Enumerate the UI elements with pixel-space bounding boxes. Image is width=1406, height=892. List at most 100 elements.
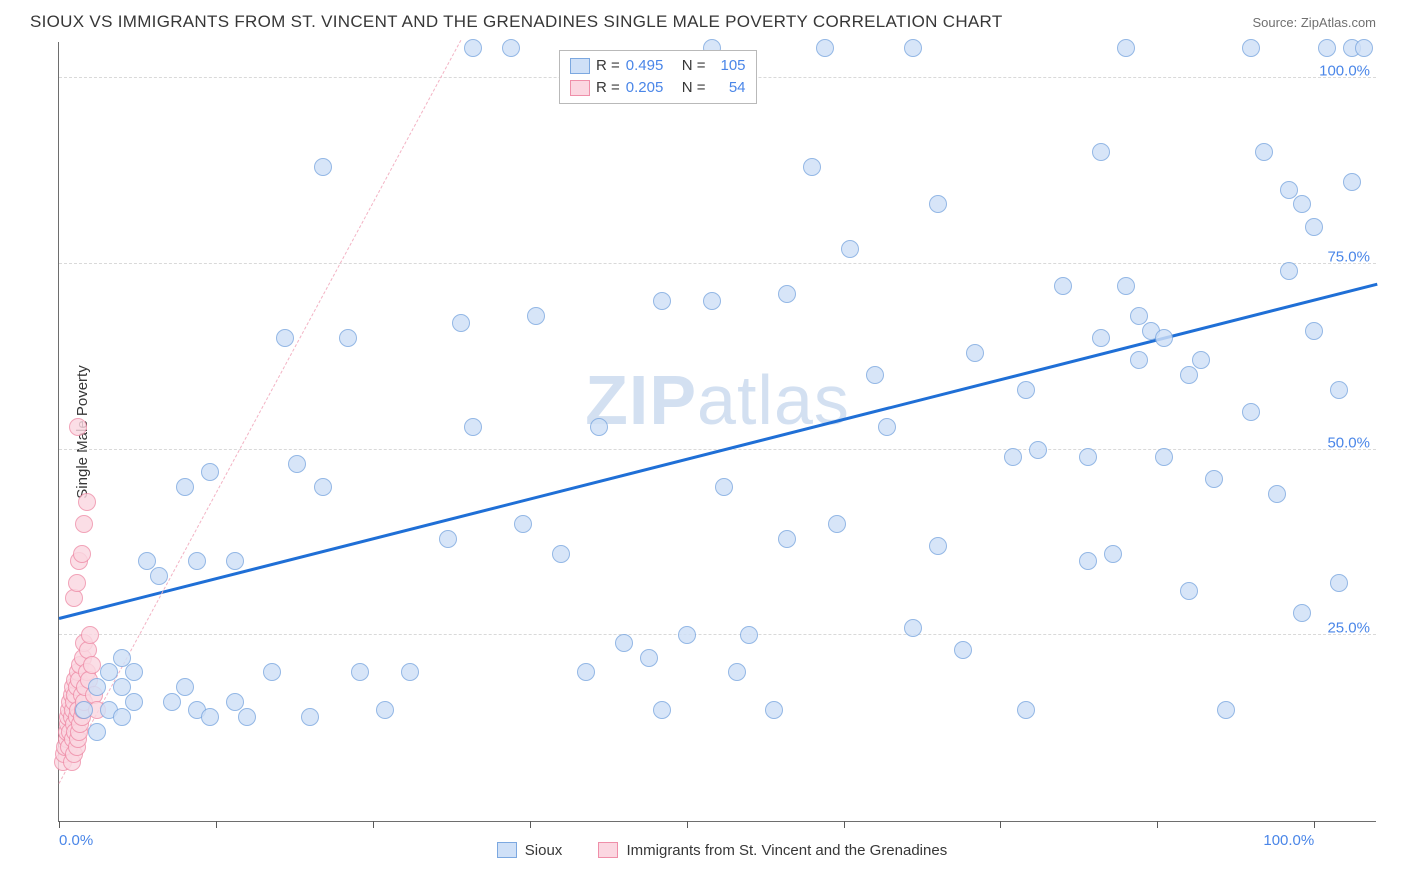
scatter-point <box>841 240 859 258</box>
scatter-point <box>68 574 86 592</box>
scatter-point <box>401 663 419 681</box>
scatter-point <box>176 678 194 696</box>
scatter-point <box>75 515 93 533</box>
scatter-point <box>464 39 482 57</box>
scatter-point <box>640 649 658 667</box>
scatter-point <box>226 693 244 711</box>
scatter-point <box>715 478 733 496</box>
chart-container: Single Male Poverty ZIPatlas R = 0.495 N… <box>58 42 1386 822</box>
scatter-point <box>88 723 106 741</box>
scatter-point <box>1355 39 1373 57</box>
y-tick-label: 75.0% <box>1327 248 1370 265</box>
scatter-point <box>1117 277 1135 295</box>
scatter-point <box>351 663 369 681</box>
y-tick-label: 25.0% <box>1327 620 1370 637</box>
scatter-point <box>929 195 947 213</box>
n-value-1: 105 <box>712 55 746 77</box>
scatter-point <box>163 693 181 711</box>
scatter-point <box>527 307 545 325</box>
scatter-point <box>263 663 281 681</box>
scatter-point <box>966 344 984 362</box>
scatter-point <box>502 39 520 57</box>
scatter-point <box>904 39 922 57</box>
scatter-point <box>81 626 99 644</box>
r-value-1: 0.495 <box>626 55 676 77</box>
scatter-point <box>288 455 306 473</box>
x-tick <box>216 821 217 828</box>
scatter-point <box>439 530 457 548</box>
scatter-point <box>113 708 131 726</box>
scatter-point <box>88 678 106 696</box>
scatter-point <box>929 537 947 555</box>
scatter-point <box>1130 351 1148 369</box>
scatter-point <box>176 478 194 496</box>
scatter-point <box>113 678 131 696</box>
scatter-point <box>100 663 118 681</box>
title-bar: SIOUX VS IMMIGRANTS FROM ST. VINCENT AND… <box>0 0 1406 36</box>
scatter-point <box>1079 552 1097 570</box>
stats-legend: R = 0.495 N = 105 R = 0.205 N = 54 <box>559 50 757 104</box>
scatter-point <box>1004 448 1022 466</box>
scatter-point <box>728 663 746 681</box>
scatter-point <box>803 158 821 176</box>
scatter-point <box>1192 351 1210 369</box>
scatter-point <box>125 693 143 711</box>
x-tick <box>1314 821 1315 828</box>
scatter-point <box>376 701 394 719</box>
scatter-point <box>238 708 256 726</box>
swatch-series2 <box>570 80 590 96</box>
scatter-point <box>615 634 633 652</box>
scatter-point <box>904 619 922 637</box>
scatter-point <box>201 463 219 481</box>
scatter-point <box>1092 329 1110 347</box>
scatter-point <box>188 552 206 570</box>
scatter-point <box>816 39 834 57</box>
scatter-point <box>1330 574 1348 592</box>
x-tick <box>1157 821 1158 828</box>
scatter-point <box>113 649 131 667</box>
scatter-point <box>778 530 796 548</box>
legend-label-1: Sioux <box>525 842 563 859</box>
scatter-point <box>1242 39 1260 57</box>
scatter-point <box>828 515 846 533</box>
gridline-h <box>59 634 1376 635</box>
x-tick <box>844 821 845 828</box>
scatter-point <box>464 418 482 436</box>
scatter-point <box>1280 262 1298 280</box>
scatter-point <box>1017 381 1035 399</box>
scatter-point <box>201 708 219 726</box>
stats-row-2: R = 0.205 N = 54 <box>570 77 746 99</box>
x-axis-legend: Sioux Immigrants from St. Vincent and th… <box>58 842 1386 863</box>
scatter-point <box>75 701 93 719</box>
legend-swatch-2 <box>598 842 618 858</box>
scatter-point <box>1017 701 1035 719</box>
chart-title: SIOUX VS IMMIGRANTS FROM ST. VINCENT AND… <box>30 12 1003 32</box>
x-tick <box>373 821 374 828</box>
scatter-point <box>1280 181 1298 199</box>
scatter-point <box>301 708 319 726</box>
scatter-point <box>552 545 570 563</box>
scatter-point <box>1054 277 1072 295</box>
source-label: Source: ZipAtlas.com <box>1252 15 1376 30</box>
scatter-point <box>878 418 896 436</box>
scatter-point <box>73 545 91 563</box>
scatter-point <box>69 418 87 436</box>
x-tick <box>59 821 60 828</box>
scatter-point <box>740 626 758 644</box>
scatter-point <box>1029 441 1047 459</box>
scatter-point <box>339 329 357 347</box>
scatter-point <box>276 329 294 347</box>
scatter-point <box>1205 470 1223 488</box>
scatter-point <box>765 701 783 719</box>
swatch-series1 <box>570 58 590 74</box>
scatter-point <box>1092 143 1110 161</box>
scatter-point <box>452 314 470 332</box>
legend-swatch-1 <box>497 842 517 858</box>
scatter-point <box>138 552 156 570</box>
scatter-point <box>1255 143 1273 161</box>
scatter-point <box>653 701 671 719</box>
watermark-rest: atlas <box>697 361 850 439</box>
x-tick <box>687 821 688 828</box>
gridline-h <box>59 263 1376 264</box>
legend-item-1: Sioux <box>497 842 563 859</box>
